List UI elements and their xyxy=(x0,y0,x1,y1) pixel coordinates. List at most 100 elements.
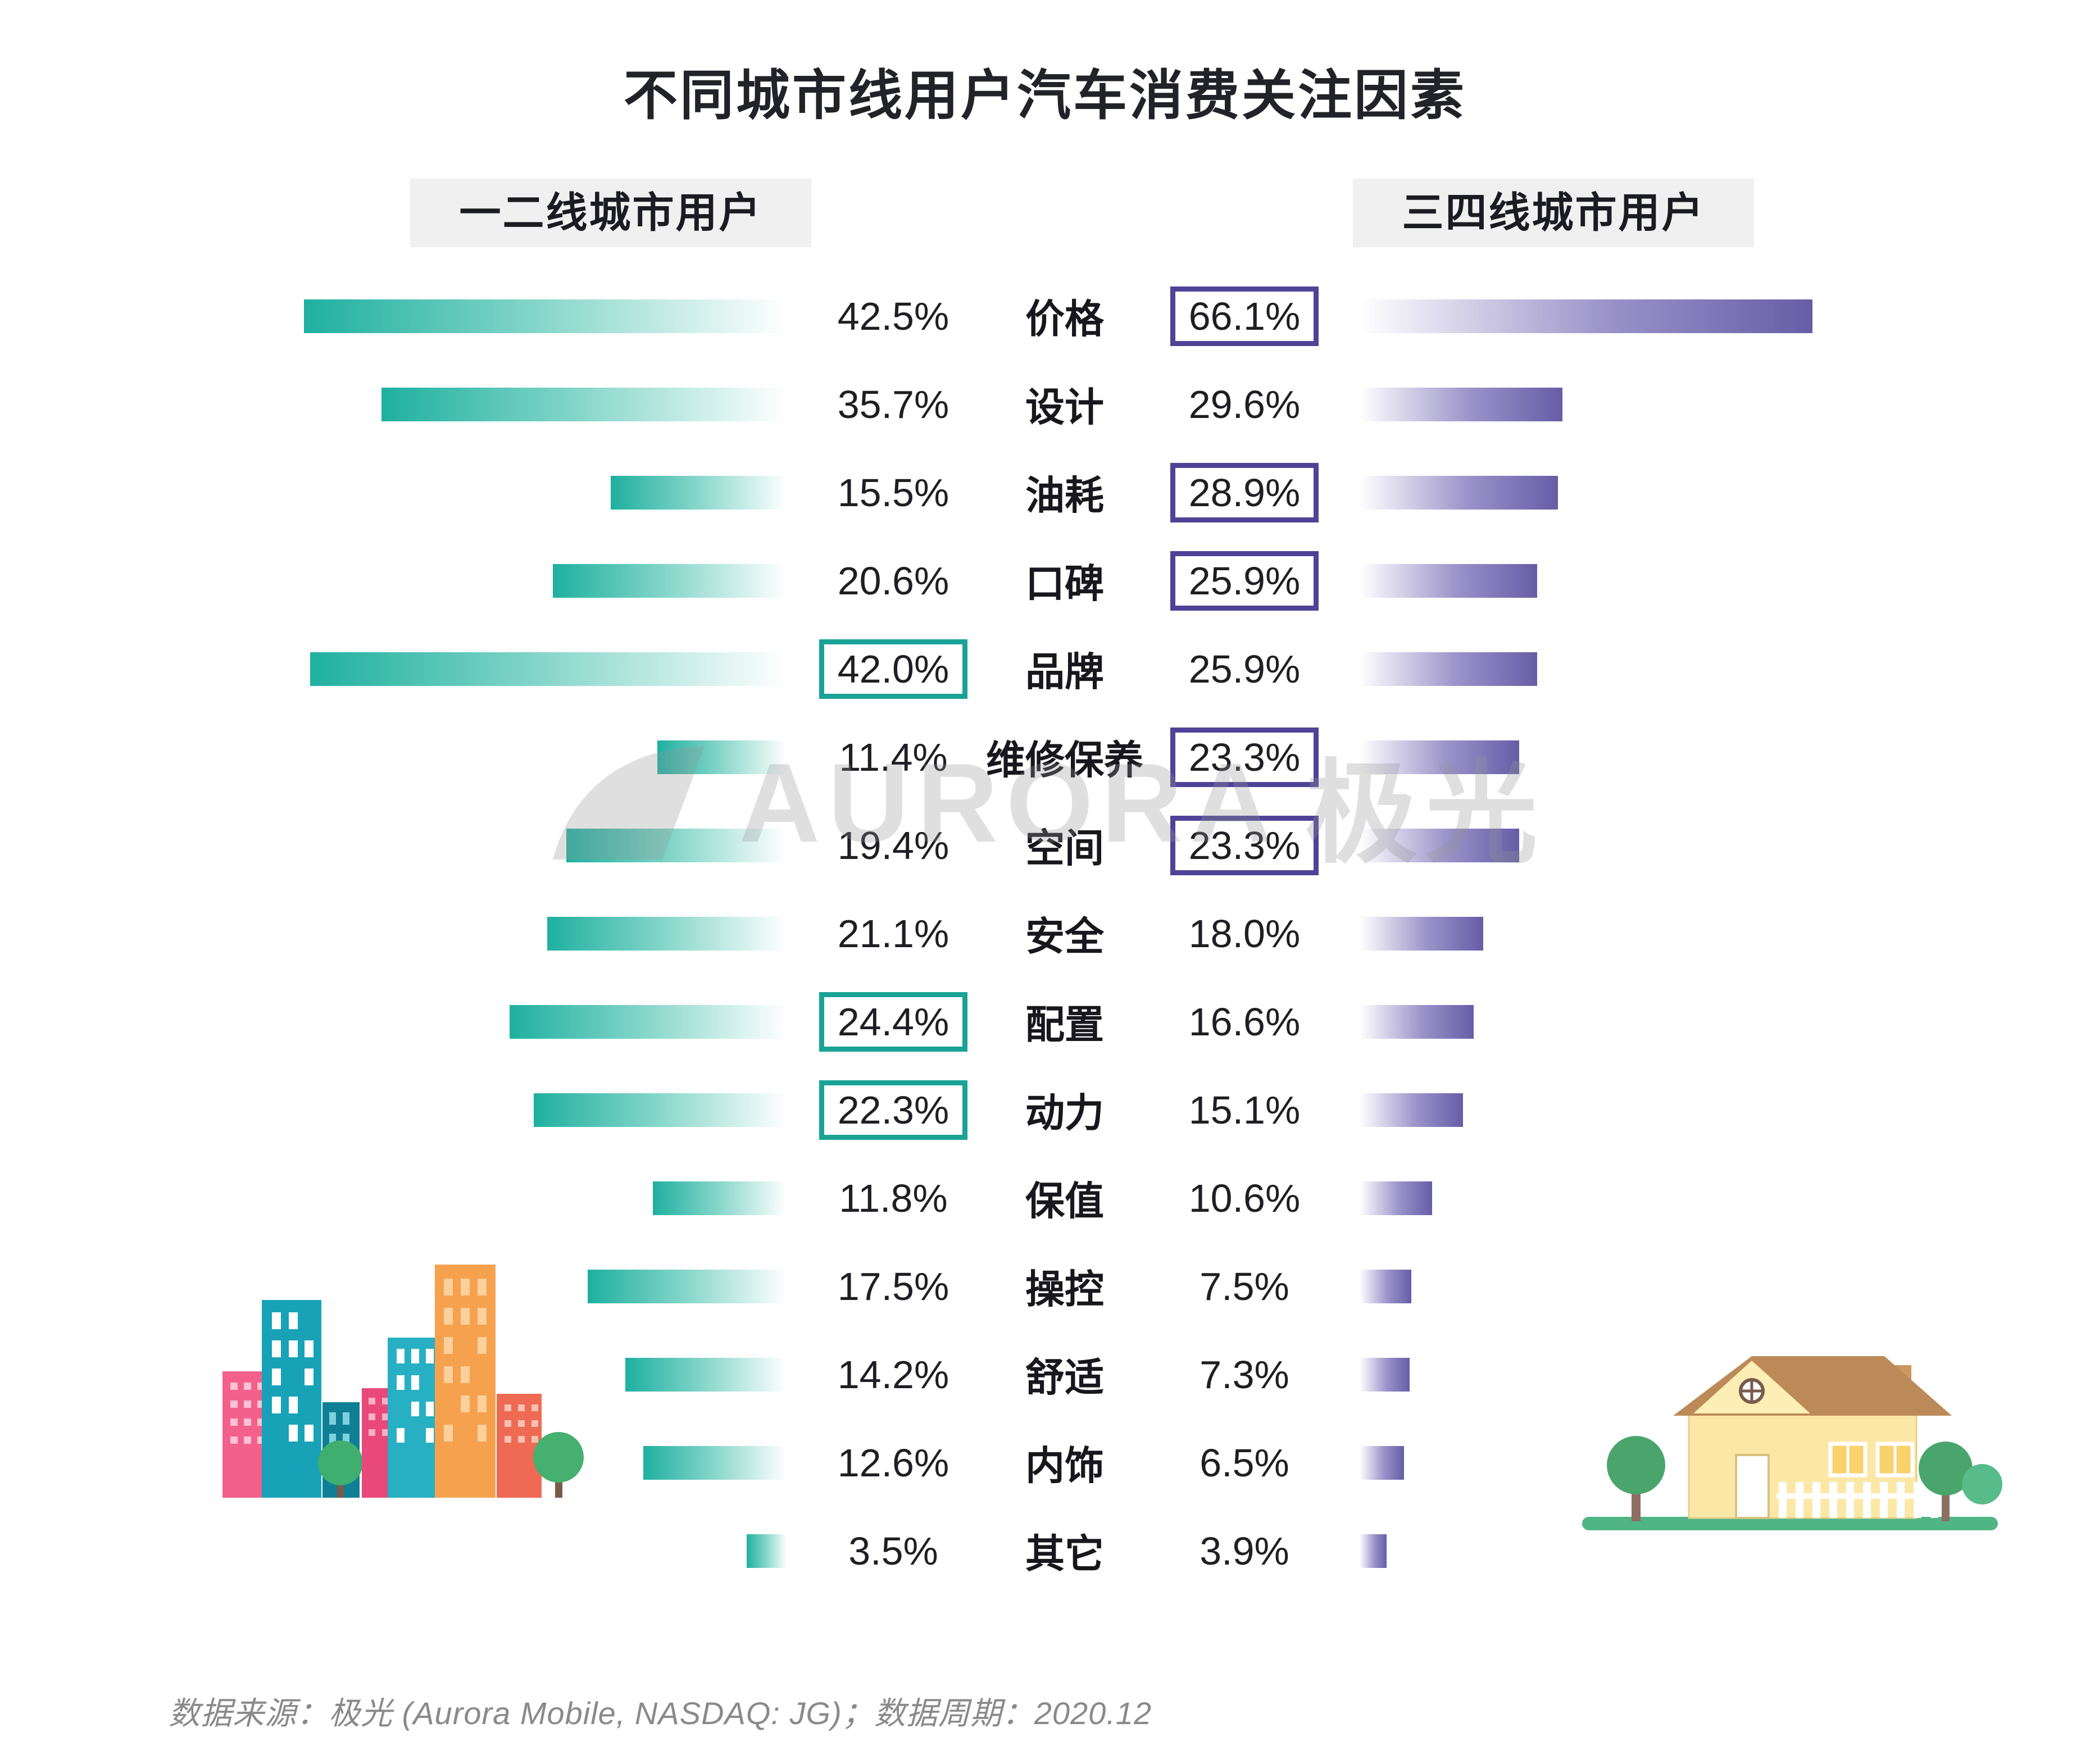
category-label: 保值 xyxy=(1025,1179,1104,1223)
tier12-value-cell: 21.1% xyxy=(787,904,1000,963)
category-cell: 保值 xyxy=(1000,1170,1129,1226)
category-cell: 操控 xyxy=(1000,1258,1129,1315)
chart-row: 17.5% 操控 7.5% xyxy=(0,1242,2090,1330)
data-source-note: 数据来源：极光 (Aurora Mobile, NASDAQ: JG)；数据周期… xyxy=(169,1695,1152,1731)
tier34-value-cell: 10.6% xyxy=(1129,1169,1360,1228)
tier12-bar xyxy=(588,1269,787,1303)
tier12-value: 42.0% xyxy=(819,639,968,699)
chart-row: 35.7% 设计 29.6% xyxy=(0,360,2090,448)
tier12-bar xyxy=(534,1093,787,1127)
category-label: 内饰 xyxy=(1025,1444,1104,1488)
tier12-bar xyxy=(310,652,787,686)
tier12-value: 42.5% xyxy=(837,294,949,338)
tier12-value-cell: 12.6% xyxy=(787,1433,1000,1493)
tier34-bar-cell xyxy=(1360,1534,2090,1568)
tier34-bar xyxy=(1360,475,1558,510)
tier12-value: 21.1% xyxy=(837,911,949,956)
tier34-bar xyxy=(1360,740,1519,774)
tier12-bar xyxy=(747,1534,787,1568)
tier34-bar xyxy=(1360,563,1537,598)
tier34-value: 7.5% xyxy=(1200,1264,1289,1308)
tier34-bar xyxy=(1360,299,1812,333)
tier34-value-cell: 6.5% xyxy=(1129,1433,1360,1493)
tier34-value: 66.1% xyxy=(1170,286,1319,346)
tier12-bar xyxy=(566,828,787,862)
tier34-bar xyxy=(1360,1004,1474,1039)
tier12-value-cell: 3.5% xyxy=(787,1521,1000,1581)
category-label: 安全 xyxy=(1025,915,1104,958)
tier12-value-cell: 20.6% xyxy=(787,551,1000,611)
tier34-bar-cell xyxy=(1360,652,2090,686)
tier34-bar xyxy=(1360,1093,1463,1127)
tier12-value-cell: 42.5% xyxy=(787,287,1000,346)
category-label: 维修保养 xyxy=(986,738,1143,782)
chart-row: 42.0% 品牌 25.9% xyxy=(0,625,2090,713)
category-label: 油耗 xyxy=(1025,474,1104,517)
tier12-bar xyxy=(643,1445,787,1480)
tier12-bar-cell xyxy=(0,1534,787,1568)
tier12-bar-cell xyxy=(0,299,787,333)
tier34-value: 15.1% xyxy=(1188,1088,1301,1132)
tier34-bar-cell xyxy=(1360,563,2090,598)
tier12-bar-cell xyxy=(0,1357,787,1392)
category-label: 配置 xyxy=(1025,1003,1104,1047)
tier12-value-cell: 11.4% xyxy=(787,728,1000,787)
category-cell: 空间 xyxy=(1000,817,1129,874)
tier12-value-cell: 15.5% xyxy=(787,463,1000,522)
tier34-value: 3.9% xyxy=(1200,1529,1289,1573)
tier12-bar-cell xyxy=(0,828,787,862)
category-cell: 其它 xyxy=(1000,1522,1129,1579)
category-label: 舒适 xyxy=(1025,1356,1104,1399)
tier34-value: 28.9% xyxy=(1170,462,1319,522)
tier12-value: 35.7% xyxy=(837,382,949,426)
tier12-value: 19.4% xyxy=(837,823,949,867)
tier34-bar-cell xyxy=(1360,387,2090,421)
tier12-bar-cell xyxy=(0,1181,787,1215)
city-buildings-illustration xyxy=(222,1265,584,1498)
tier12-value-cell: 19.4% xyxy=(787,816,1000,875)
category-cell: 安全 xyxy=(1000,905,1129,962)
chart-title: 不同城市线用户汽车消费关注因素 xyxy=(624,66,1466,126)
tier12-value: 20.6% xyxy=(837,558,949,603)
tier34-bar-cell xyxy=(1360,475,2090,510)
tier34-bar-cell xyxy=(1360,828,2090,862)
chart-row: 15.5% 油耗 28.9% xyxy=(0,448,2090,537)
category-label: 动力 xyxy=(1025,1091,1104,1135)
tier34-value: 6.5% xyxy=(1200,1440,1289,1485)
tier34-value-cell: 18.0% xyxy=(1129,904,1360,963)
tier12-bar xyxy=(304,299,787,333)
tier34-value: 10.6% xyxy=(1188,1176,1301,1220)
tier34-bar xyxy=(1360,1269,1411,1303)
tier12-bar-cell xyxy=(0,916,787,951)
tier34-value-cell: 23.3% xyxy=(1129,727,1360,787)
tier34-bar-cell xyxy=(1360,1269,2090,1303)
tier34-value: 29.6% xyxy=(1188,382,1301,426)
tier12-value: 17.5% xyxy=(837,1264,949,1308)
tier12-bar-cell xyxy=(0,1004,787,1039)
tier12-value-cell: 17.5% xyxy=(787,1257,1000,1316)
tier34-value: 18.0% xyxy=(1188,911,1301,956)
tier34-value: 7.3% xyxy=(1200,1352,1289,1397)
tier12-bar xyxy=(653,1181,787,1215)
tier34-value-cell: 23.3% xyxy=(1129,815,1360,875)
tier12-bar xyxy=(381,387,787,421)
tier34-bar-cell xyxy=(1360,740,2090,774)
tier12-bar xyxy=(611,475,787,510)
tier12-bar-cell xyxy=(0,475,787,510)
category-label: 价格 xyxy=(1025,297,1104,341)
tier12-bar-cell xyxy=(0,387,787,421)
category-cell: 品牌 xyxy=(1000,640,1129,697)
chart-row: 14.2% 舒适 7.3% xyxy=(0,1330,2090,1419)
tier34-value-cell: 3.9% xyxy=(1129,1521,1360,1581)
tier34-value: 16.6% xyxy=(1188,999,1301,1044)
category-label: 口碑 xyxy=(1025,562,1104,606)
chart-row: 11.8% 保值 10.6% xyxy=(0,1154,2090,1242)
chart-row: 42.5% 价格 66.1% xyxy=(0,272,2090,360)
tier34-bar xyxy=(1360,1181,1432,1215)
category-label: 其它 xyxy=(1025,1532,1104,1576)
tier12-bar xyxy=(625,1357,787,1392)
category-cell: 内饰 xyxy=(1000,1434,1129,1491)
category-cell: 动力 xyxy=(1000,1081,1129,1138)
category-cell: 口碑 xyxy=(1000,552,1129,609)
